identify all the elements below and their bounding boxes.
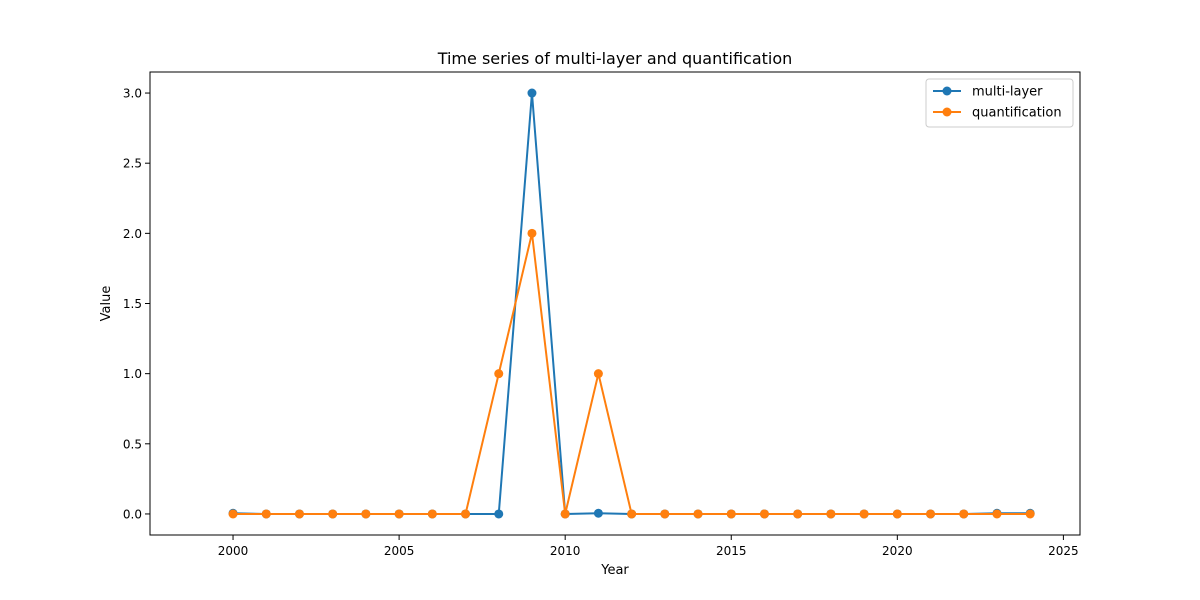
data-point xyxy=(759,509,769,519)
data-point xyxy=(427,509,437,519)
data-point xyxy=(892,509,902,519)
legend: multi-layer quantification xyxy=(925,78,1074,128)
x-axis: 2000 2005 2010 2015 2020 2025 xyxy=(218,535,1079,558)
axes-frame xyxy=(149,71,1081,536)
data-point xyxy=(494,509,504,519)
data-point xyxy=(461,509,471,519)
legend-item: quantification xyxy=(933,106,1062,121)
data-point xyxy=(1025,509,1035,519)
data-point xyxy=(992,509,1002,519)
data-point xyxy=(560,509,570,519)
data-point xyxy=(926,509,936,519)
y-tick-label: 0.5 xyxy=(123,437,142,451)
data-point xyxy=(693,509,703,519)
y-tick-label: 1.0 xyxy=(123,367,142,381)
series-line xyxy=(233,232,1031,515)
legend-marker xyxy=(942,107,952,117)
data-point xyxy=(593,508,603,518)
legend-box xyxy=(925,78,1074,128)
series-multi-layer xyxy=(228,88,1035,519)
y-axis: 0.0 0.5 1.0 1.5 2.0 2.5 3.0 xyxy=(123,87,150,521)
x-tick-label: 2005 xyxy=(384,544,415,558)
x-tick-label: 2020 xyxy=(882,544,913,558)
data-point xyxy=(593,369,603,379)
chart-title: Time series of multi-layer and quantific… xyxy=(437,49,793,68)
data-point xyxy=(527,88,537,98)
legend-item: multi-layer xyxy=(933,85,1043,100)
data-point xyxy=(793,509,803,519)
data-point xyxy=(294,509,304,519)
x-tick-label: 2025 xyxy=(1048,544,1079,558)
data-point xyxy=(328,509,338,519)
data-point xyxy=(527,228,537,238)
y-tick-label: 2.0 xyxy=(123,227,142,241)
y-tick-label: 3.0 xyxy=(123,87,142,101)
data-point xyxy=(494,369,504,379)
data-point xyxy=(959,509,969,519)
data-point xyxy=(228,509,238,519)
y-tick-label: 2.5 xyxy=(123,157,142,171)
series-line xyxy=(233,92,1031,515)
data-point xyxy=(261,509,271,519)
data-point xyxy=(627,509,637,519)
x-tick-label: 2000 xyxy=(218,544,249,558)
x-axis-label: Year xyxy=(600,563,629,578)
x-tick-label: 2010 xyxy=(550,544,581,558)
y-tick-label: 0.0 xyxy=(123,507,142,521)
data-point xyxy=(826,509,836,519)
data-point xyxy=(859,509,869,519)
data-point xyxy=(394,509,404,519)
legend-label: multi-layer xyxy=(972,85,1043,100)
data-point xyxy=(726,509,736,519)
data-point xyxy=(660,509,670,519)
legend-marker xyxy=(942,86,952,96)
x-tick-label: 2015 xyxy=(716,544,747,558)
y-tick-label: 1.5 xyxy=(123,297,142,311)
y-axis-label: Value xyxy=(99,286,114,322)
legend-label: quantification xyxy=(972,106,1062,121)
series-quantification xyxy=(228,228,1035,519)
plot-area xyxy=(228,88,1035,519)
data-point xyxy=(361,509,371,519)
